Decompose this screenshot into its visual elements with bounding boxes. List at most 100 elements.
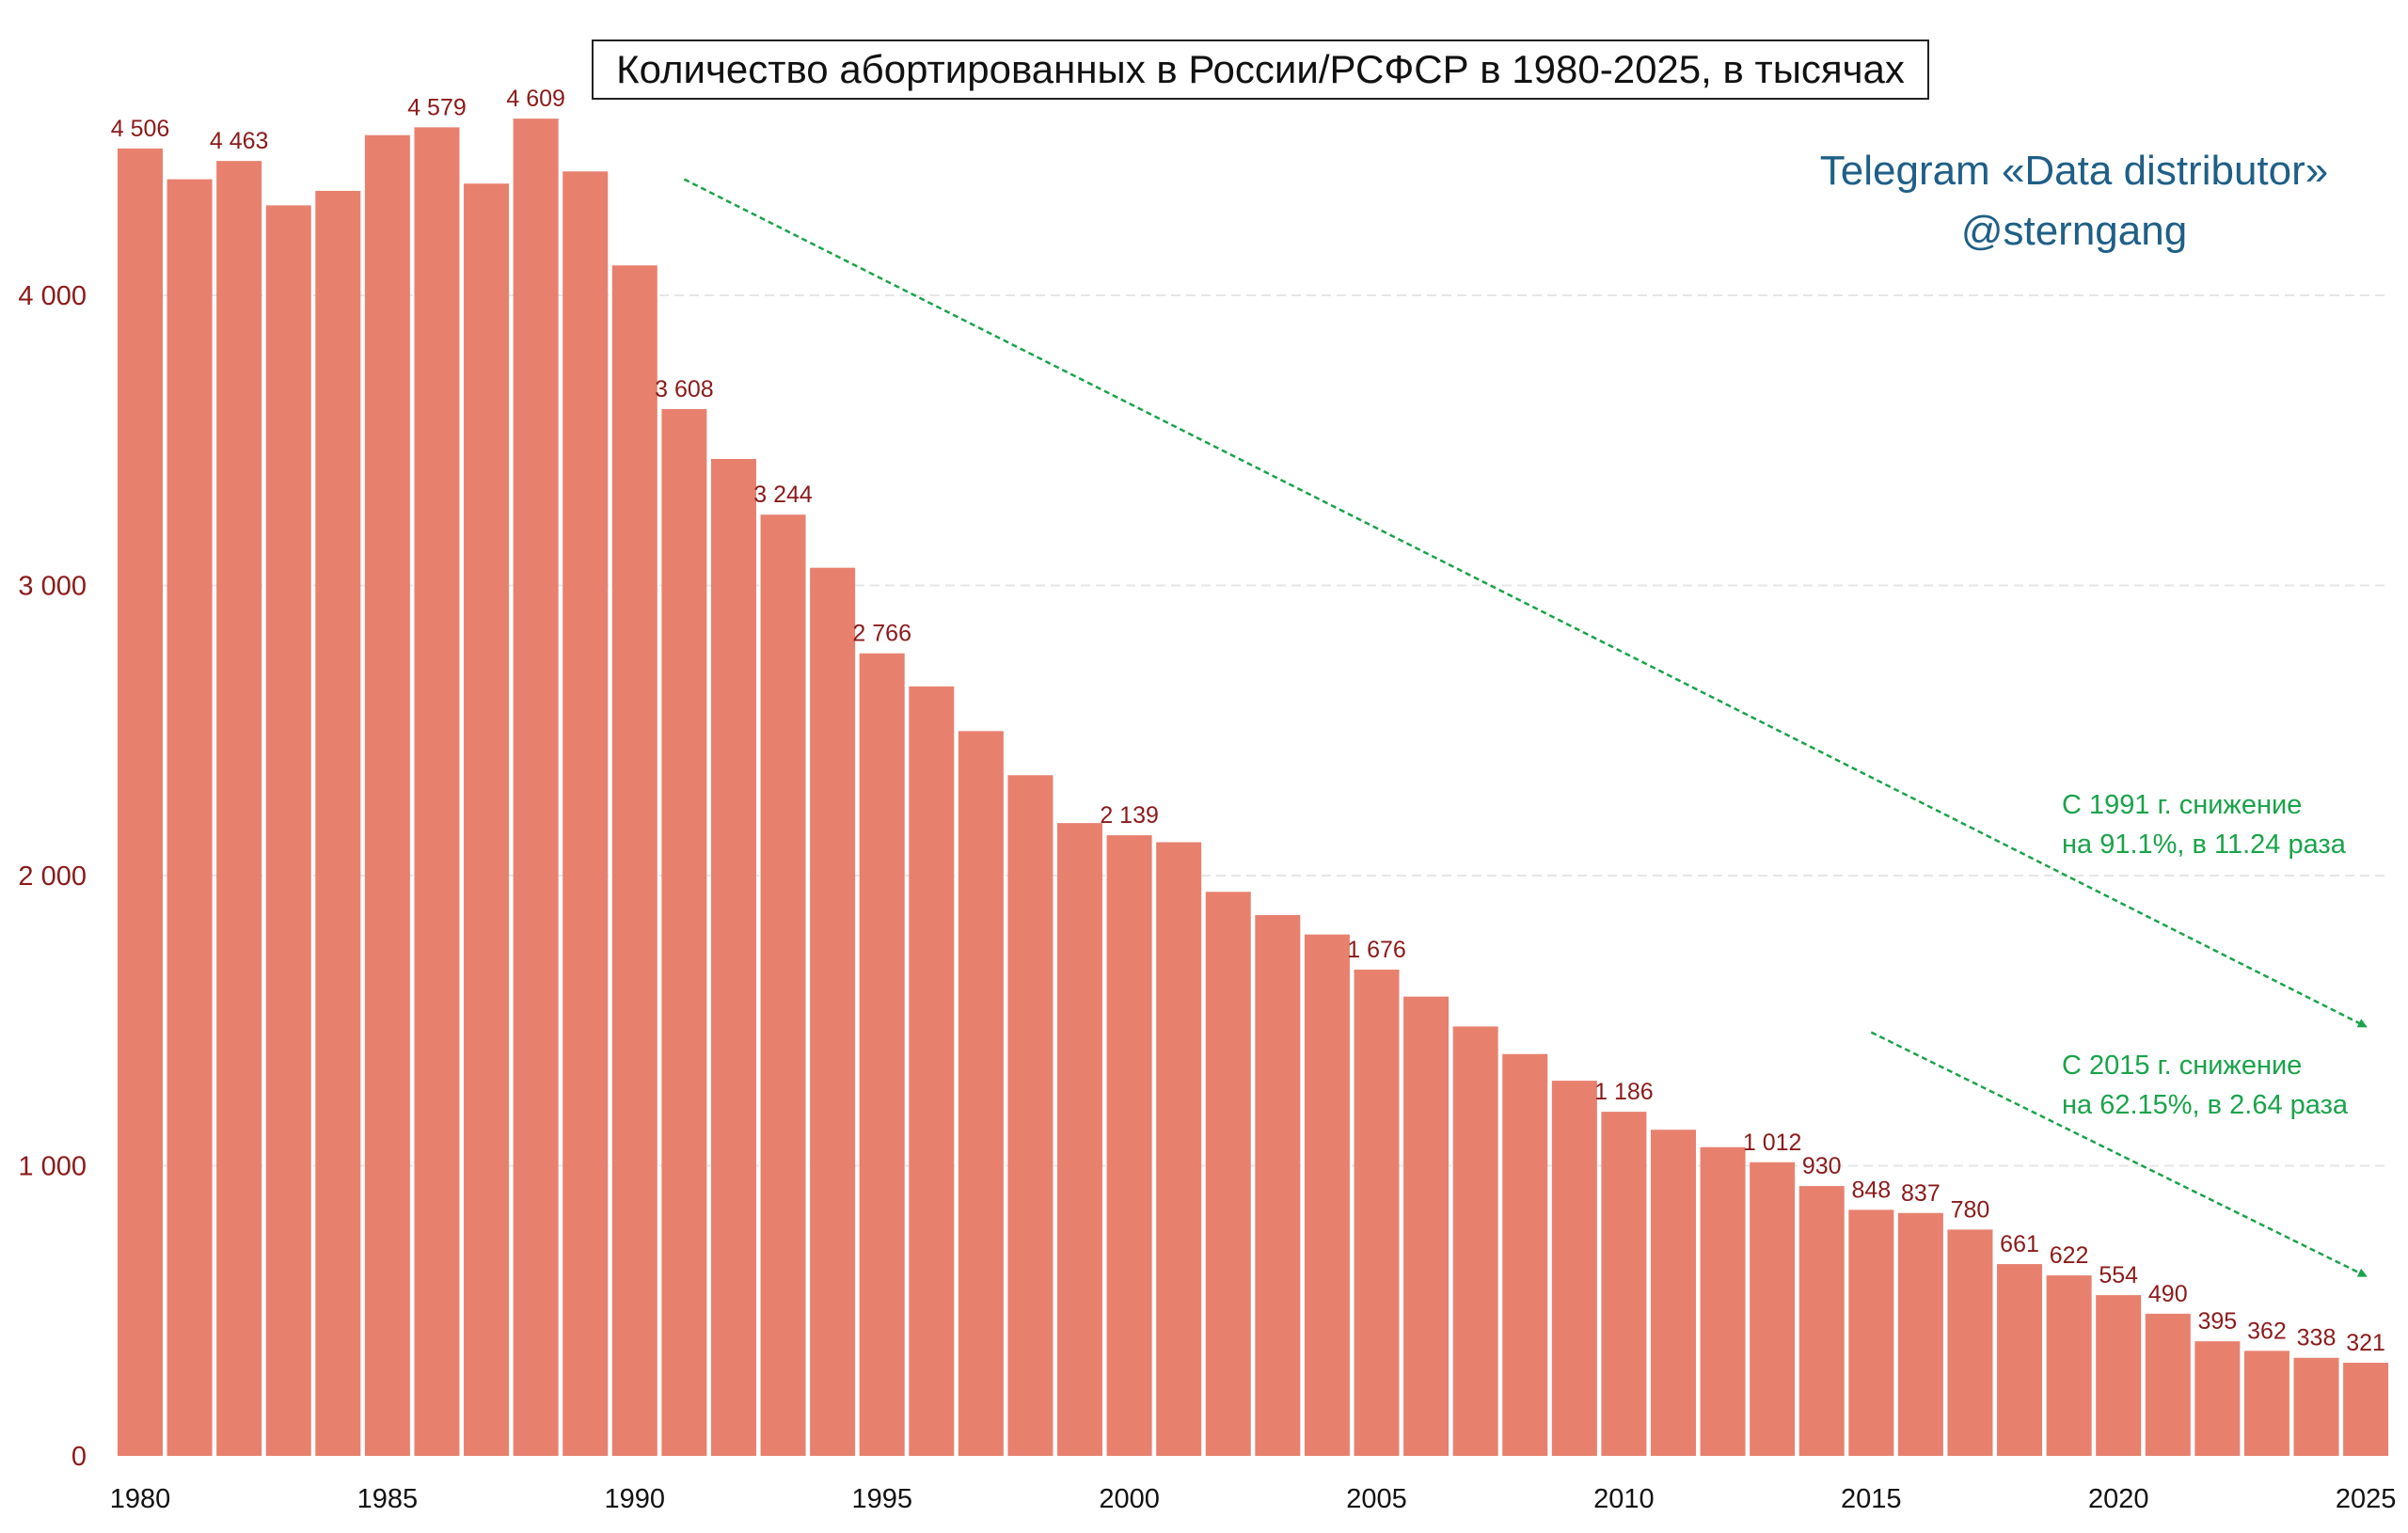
bar-2008 <box>1502 1053 1548 1456</box>
x-tick-label: 1990 <box>605 1484 666 1514</box>
y-tick-label: 2 000 <box>18 861 87 892</box>
bar-2003 <box>1255 914 1301 1456</box>
bar-2012 <box>1700 1146 1746 1456</box>
bar-1999 <box>1057 823 1103 1456</box>
data-label-2024: 338 <box>2297 1325 2337 1351</box>
y-tick-label: 3 000 <box>18 572 87 602</box>
data-label-2014: 930 <box>1802 1153 1842 1179</box>
data-label-1991: 3 608 <box>655 376 714 403</box>
y-tick-label: 0 <box>71 1442 87 1472</box>
bar-2018 <box>1997 1264 2043 1456</box>
bar-1986 <box>414 127 460 1456</box>
bar-2013 <box>1750 1162 1796 1456</box>
data-label-2025: 321 <box>2346 1330 2385 1356</box>
data-label-2017: 780 <box>1951 1196 1990 1223</box>
data-label-2005: 1 676 <box>1347 937 1406 963</box>
bar-2023 <box>2243 1351 2289 1456</box>
x-tick-label: 1985 <box>357 1484 419 1514</box>
data-label-2013: 1 012 <box>1743 1130 1802 1156</box>
bar-1991 <box>661 408 707 1456</box>
y-tick-label: 4 000 <box>18 281 87 311</box>
bar-1984 <box>315 190 361 1457</box>
trend-arrows <box>683 178 2368 1277</box>
data-label-1982: 4 463 <box>210 128 269 154</box>
bar-2006 <box>1403 996 1450 1456</box>
data-label-1995: 2 766 <box>852 621 911 647</box>
annotation-2015-line-2: на 62.15%, в 2.64 раза <box>2062 1090 2348 1120</box>
bar-1988 <box>513 119 559 1456</box>
annotation-2015: С 2015 г. снижение на 62.15%, в 2.64 раз… <box>2062 1046 2400 1125</box>
bar-2024 <box>2293 1357 2339 1456</box>
data-label-2020: 554 <box>2099 1262 2138 1288</box>
bar-2022 <box>2194 1341 2241 1456</box>
bar-2017 <box>1947 1229 1993 1456</box>
annotation-1991: С 1991 г. снижение на 91.1%, в 11.24 раз… <box>2062 785 2400 864</box>
bar-2019 <box>2046 1275 2092 1456</box>
data-label-1988: 4 609 <box>506 86 565 112</box>
x-axis-ticks: 1980 1985 1990 1995 2000 2005 2010 2015 2020 2025 <box>110 1484 2397 1514</box>
bar-2015 <box>1848 1209 1894 1456</box>
bar-2001 <box>1156 842 1202 1456</box>
bar-2014 <box>1798 1186 1845 1456</box>
bar-2005 <box>1354 969 1400 1456</box>
bar-1997 <box>958 731 1004 1456</box>
bar-1992 <box>710 458 756 1456</box>
x-tick-label: 1980 <box>110 1484 171 1514</box>
bar-1981 <box>166 179 213 1457</box>
x-tick-label: 2025 <box>2336 1484 2397 1514</box>
y-axis-ticks: 0 1 000 2 000 3 000 4 000 <box>18 281 87 1472</box>
data-label-2016: 837 <box>1901 1180 1941 1207</box>
data-label-2015: 848 <box>1851 1177 1891 1203</box>
annotation-1991-line-1: С 1991 г. снижение <box>2062 790 2303 820</box>
watermark: Telegram «Data distributor» @sterngang <box>1768 141 2380 261</box>
bar-1993 <box>760 514 806 1456</box>
data-label-2000: 2 139 <box>1100 802 1159 829</box>
annotation-2015-line-1: С 2015 г. снижение <box>2062 1051 2303 1081</box>
bar-2000 <box>1106 835 1152 1456</box>
data-label-2018: 661 <box>2000 1231 2039 1257</box>
bar-1990 <box>611 265 657 1456</box>
annotation-1991-line-2: на 91.1%, в 11.24 раза <box>2062 830 2346 860</box>
bar-2007 <box>1452 1026 1498 1456</box>
bar-1985 <box>364 134 410 1456</box>
bar-1996 <box>909 686 955 1456</box>
bar-1989 <box>562 171 609 1456</box>
data-label-2019: 622 <box>2050 1242 2089 1269</box>
bar-2002 <box>1205 892 1251 1456</box>
bar-1982 <box>216 161 262 1456</box>
x-tick-label: 2005 <box>1346 1484 1407 1514</box>
bar-2009 <box>1551 1081 1597 1456</box>
x-tick-label: 2020 <box>2088 1484 2149 1514</box>
x-tick-label: 2010 <box>1593 1484 1655 1514</box>
watermark-line-1: Telegram «Data distributor» <box>1819 148 2329 194</box>
data-labels: 4 506 4 463 4 579 4 609 3 608 3 244 2 766 2 139… <box>111 86 2385 1356</box>
data-label-2010: 1 186 <box>1594 1079 1654 1105</box>
data-label-1986: 4 579 <box>407 94 467 120</box>
trend-arrow-1 <box>683 178 2368 1028</box>
data-label-1993: 3 244 <box>753 482 813 508</box>
bar-2020 <box>2096 1295 2142 1456</box>
chart-title: Количество абортированных в России/РСФСР… <box>592 40 1929 100</box>
bar-2016 <box>1897 1212 1943 1456</box>
watermark-line-2: @sterngang <box>1960 208 2188 254</box>
bar-2010 <box>1601 1112 1647 1456</box>
bar-2004 <box>1304 934 1350 1456</box>
x-tick-label: 2000 <box>1099 1484 1160 1514</box>
data-label-2021: 490 <box>2148 1281 2188 1307</box>
bar-1998 <box>1007 775 1054 1456</box>
bar-1983 <box>265 205 311 1457</box>
trend-arrow-2 <box>1870 1031 2368 1277</box>
bar-1995 <box>859 653 905 1456</box>
y-tick-label: 1 000 <box>18 1152 87 1182</box>
bar-2025 <box>2343 1362 2389 1456</box>
data-label-1980: 4 506 <box>111 116 170 142</box>
bar-1994 <box>810 567 856 1456</box>
bar-2021 <box>2145 1313 2191 1456</box>
bar-2011 <box>1650 1130 1696 1456</box>
bar-1980 <box>118 148 163 1456</box>
data-label-2022: 395 <box>2198 1308 2238 1335</box>
bars <box>118 119 2389 1457</box>
data-label-2023: 362 <box>2247 1318 2287 1344</box>
bar-1987 <box>464 183 510 1456</box>
